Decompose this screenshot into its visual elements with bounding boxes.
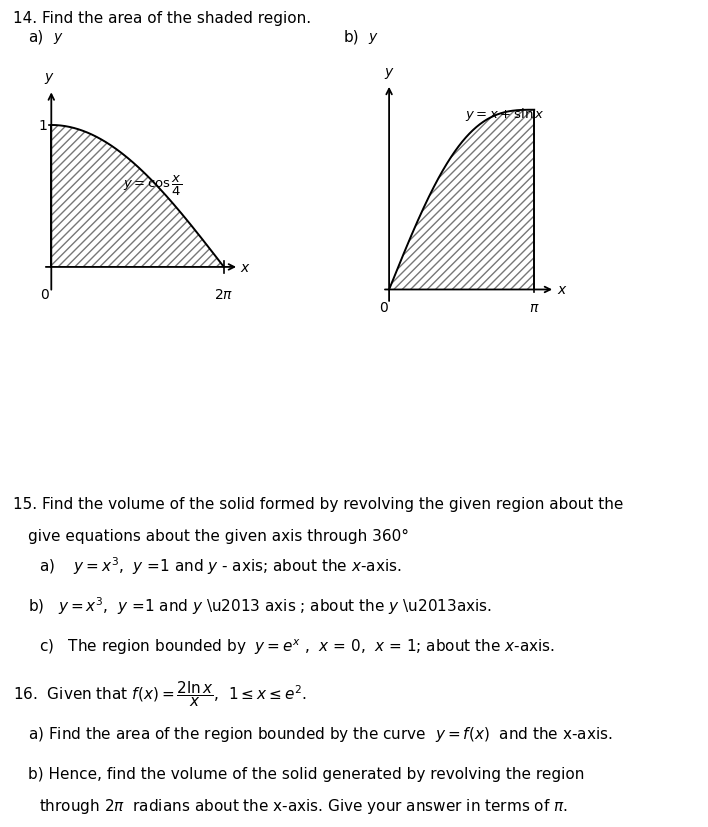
Text: $y = x + \sin x$: $y = x + \sin x$ [464,106,544,123]
Text: $y$: $y$ [53,31,64,46]
Text: a)    $y = x^3$,  $y$ =1 and $y$ - axis; about the $x$-axis.: a) $y = x^3$, $y$ =1 and $y$ - axis; abo… [39,555,401,576]
Text: $x$: $x$ [240,261,251,275]
Text: 16.  Given that $f(x) = \dfrac{2\ln x}{x}$,  $1\leq x \leq e^2$.: 16. Given that $f(x) = \dfrac{2\ln x}{x}… [13,678,307,708]
Text: $1$: $1$ [38,119,48,133]
Text: $x$: $x$ [557,283,568,297]
Text: $0$: $0$ [379,300,389,314]
Text: $\pi$: $\pi$ [529,300,539,314]
Text: $y = \cos\dfrac{x}{4}$: $y = \cos\dfrac{x}{4}$ [122,174,182,198]
Text: $y$: $y$ [44,71,55,86]
Text: b)   $y = x^3$,  $y$ =1 and $y$ \u2013 axis ; about the $y$ \u2013axis.: b) $y = x^3$, $y$ =1 and $y$ \u2013 axis… [28,595,492,616]
Text: b): b) [343,30,359,45]
Text: $2\pi$: $2\pi$ [215,288,234,301]
Text: a) Find the area of the region bounded by the curve  $y = f(x)$  and the x-axis.: a) Find the area of the region bounded b… [28,724,613,743]
Text: 14. Find the area of the shaded region.: 14. Find the area of the shaded region. [13,12,311,26]
Text: $y$: $y$ [368,31,379,46]
Text: 15. Find the volume of the solid formed by revolving the given region about the: 15. Find the volume of the solid formed … [13,497,623,512]
Text: give equations about the given axis through 360°: give equations about the given axis thro… [28,528,409,543]
Text: b) Hence, find the volume of the solid generated by revolving the region: b) Hence, find the volume of the solid g… [28,767,585,782]
Text: $y$: $y$ [384,66,394,81]
Text: $0$: $0$ [40,288,50,301]
Text: through $2\pi$  radians about the x-axis. Give your answer in terms of $\pi$.: through $2\pi$ radians about the x-axis.… [39,796,568,815]
Text: a): a) [28,30,44,45]
Text: c)   The region bounded by  $y = e^x$ ,  $x$ = 0,  $x$ = 1; about the $x$-axis.: c) The region bounded by $y = e^x$ , $x$… [39,636,555,656]
